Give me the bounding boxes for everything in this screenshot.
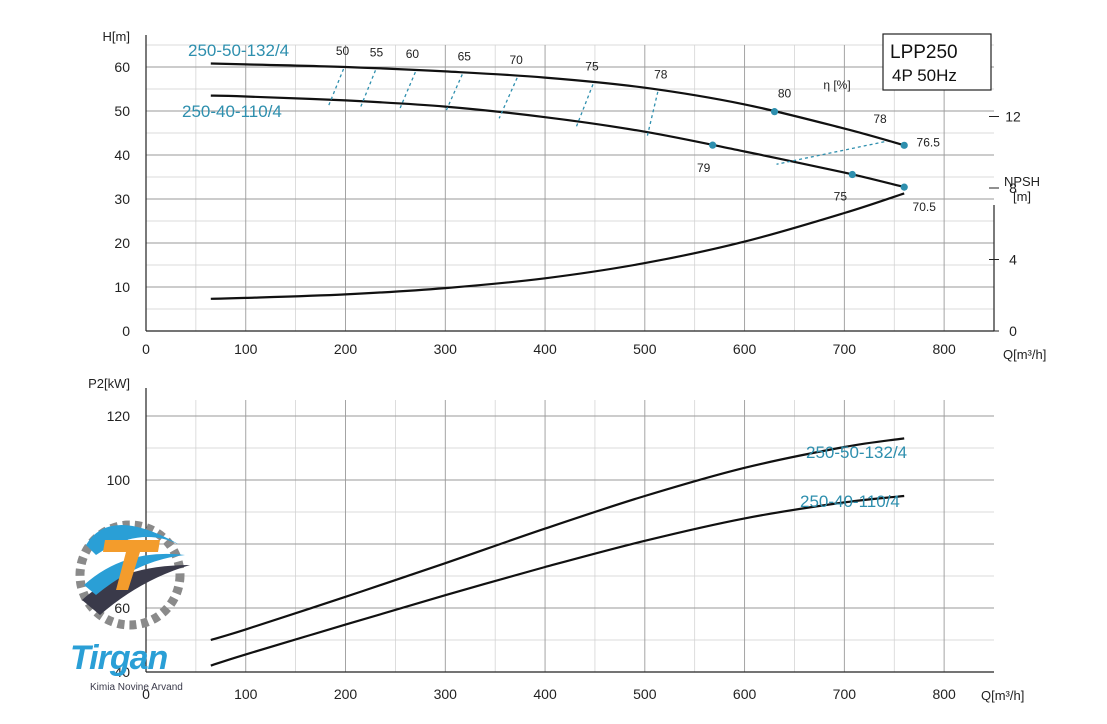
y-axis-label: H[m] (103, 29, 130, 44)
y-tick-label: 10 (114, 279, 130, 295)
logo-swoosh-dark (82, 565, 190, 615)
efficiency-point-label: 80 (778, 87, 792, 101)
y2-axis-unit: [m] (1013, 189, 1031, 204)
x-axis-label: Q[m³/h] (1003, 347, 1046, 362)
efficiency-isoline (398, 71, 416, 111)
y2-tick-label: 0 (1009, 323, 1017, 339)
tirgan-logo: Tirgan Kimia Novine Arvand (70, 520, 190, 693)
logo-swoosh-light (84, 553, 185, 595)
efficiency-label: 50 (336, 44, 350, 58)
y-tick-label: 0 (122, 323, 130, 339)
x-tick-label: 600 (733, 686, 757, 702)
efficiency-label: 70 (509, 53, 523, 67)
x-tick-label: 200 (334, 686, 358, 702)
x-tick-label: 500 (633, 341, 657, 357)
logo-swoosh-blue (86, 525, 180, 555)
y-tick-label: 20 (114, 235, 130, 251)
efficiency-isoline (444, 74, 463, 113)
efficiency-point (848, 170, 856, 179)
series-label-250-50: 250-50-132/4 (188, 41, 289, 60)
y-tick-label: 120 (107, 408, 131, 424)
y-tick-label: 40 (114, 664, 130, 680)
efficiency-label: 60 (406, 47, 420, 61)
title-box: LPP250 4P 50Hz (882, 33, 992, 91)
x-tick-label: 0 (142, 686, 150, 702)
efficiency-isoline (646, 91, 659, 139)
efficiency-isoline (776, 141, 885, 165)
x-tick-label: 300 (434, 341, 458, 357)
y-tick-label: 60 (114, 59, 130, 75)
series-line-250-50-132-4 (210, 62, 905, 147)
x-axis-label: Q[m³/h] (981, 688, 1024, 703)
x-tick-label: 600 (733, 341, 757, 357)
x-tick-label: 700 (833, 341, 857, 357)
efficiency-point-label: 76.5 (917, 135, 941, 149)
series-label-250-40: 250-40-110/4 (182, 102, 282, 121)
y-tick-label: 50 (114, 103, 130, 119)
y-tick-label: 40 (114, 147, 130, 163)
efficiency-point-label: 75 (834, 190, 848, 204)
chart-subtitle: 4P 50Hz (892, 66, 957, 85)
efficiency-isoline (327, 68, 345, 107)
power-chart: 0100200300400500600700800406080100120P2[… (88, 376, 1024, 703)
y2-tick-label: 12 (1005, 109, 1021, 125)
x-tick-label: 100 (234, 341, 258, 357)
efficiency-label: 75 (585, 59, 599, 73)
x-tick-label: 100 (234, 686, 258, 702)
series-label-250-40: 250-40-110/4 (800, 492, 900, 511)
efficiency-isoline (498, 77, 518, 119)
gear-icon (75, 520, 185, 630)
y2-axis-label: NPSH (1004, 174, 1040, 189)
logo-tagline: Kimia Novine Arvand (90, 682, 183, 693)
y-tick-label: 60 (114, 600, 130, 616)
x-tick-label: 200 (334, 341, 358, 357)
x-tick-label: 0 (142, 341, 150, 357)
efficiency-label: 65 (458, 50, 472, 64)
efficiency-point (900, 183, 908, 191)
efficiency-label: 78 (654, 68, 668, 82)
x-tick-label: 400 (533, 686, 557, 702)
efficiency-point-label: 70.5 (913, 200, 937, 214)
efficiency-axis-label: η [%] (823, 78, 850, 92)
efficiency-point (770, 108, 779, 116)
x-tick-label: 700 (833, 686, 857, 702)
efficiency-isoline (575, 84, 594, 128)
x-tick-label: 800 (932, 686, 956, 702)
series-line-250-50-132-4 (210, 437, 905, 642)
series-line-npsh (210, 192, 905, 300)
logo-wordmark: Tirgan (70, 639, 168, 677)
logo-t-mark (103, 540, 160, 590)
chart-title: LPP250 (890, 42, 958, 63)
series-label-250-50: 250-50-132/4 (806, 443, 907, 462)
efficiency-point (900, 141, 908, 149)
x-tick-label: 800 (932, 341, 956, 357)
y-tick-label: 100 (107, 472, 131, 488)
efficiency-isoline (359, 70, 377, 108)
efficiency-point (709, 141, 717, 149)
series-line-250-40-110-4 (210, 94, 905, 189)
y2-tick-label: 8 (1009, 180, 1017, 196)
head-npsh-chart: 0 100 200 300 400 500 600 700 800010203040506004… (103, 29, 1047, 362)
x-tick-label: 300 (434, 686, 458, 702)
y2-tick-label: 4 (1009, 252, 1017, 268)
efficiency-label: 55 (370, 45, 384, 59)
x-tick-label: 500 (633, 686, 657, 702)
series-line-250-40-110-4 (210, 494, 905, 667)
y-tick-label: 30 (114, 191, 130, 207)
x-tick-label: 400 (533, 341, 557, 357)
efficiency-point-label: 79 (697, 161, 711, 175)
efficiency-label: 78 (873, 112, 887, 126)
y-axis-label: P2[kW] (88, 376, 130, 391)
